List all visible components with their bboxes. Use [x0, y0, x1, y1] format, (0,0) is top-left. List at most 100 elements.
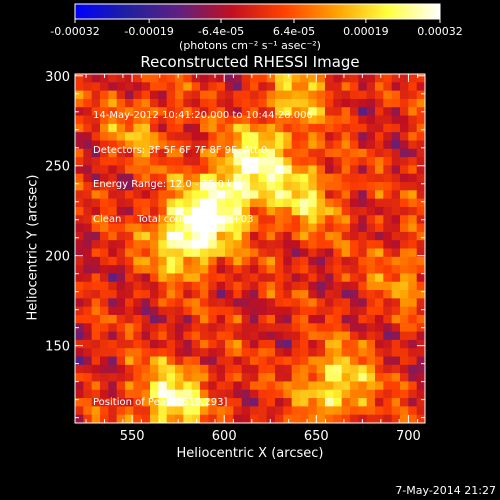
heatmap-cell — [283, 306, 293, 316]
heatmap-cell — [316, 115, 326, 125]
heatmap-cell — [166, 90, 176, 100]
heatmap-cell — [141, 381, 151, 391]
heatmap-cell — [150, 389, 159, 399]
heatmap-cell — [175, 223, 184, 233]
heatmap-cell — [75, 273, 84, 283]
heatmap-cell — [333, 248, 343, 258]
heatmap-cell — [325, 323, 334, 332]
heatmap-cell — [258, 339, 268, 349]
heatmap-cell — [408, 348, 418, 357]
heatmap-cell — [358, 190, 368, 200]
heatmap-cell — [158, 132, 168, 141]
heatmap-cell — [183, 132, 193, 141]
heatmap-cell — [258, 231, 268, 241]
heatmap-cell — [275, 74, 284, 83]
heatmap-cell — [100, 306, 109, 316]
heatmap-cell — [158, 173, 168, 183]
heatmap-cell — [416, 314, 426, 324]
heatmap-cell — [208, 98, 218, 108]
heatmap-cell — [291, 290, 301, 299]
heatmap-cell — [250, 190, 259, 200]
heatmap-cell — [166, 248, 176, 258]
heatmap-cell — [375, 90, 384, 100]
heatmap-cell — [150, 157, 159, 166]
heatmap-cell — [83, 198, 93, 208]
heatmap-cell — [225, 157, 234, 166]
heatmap-cell — [416, 281, 426, 291]
heatmap-cell — [233, 148, 243, 158]
heatmap-cell — [350, 82, 359, 92]
heatmap-cell — [391, 290, 401, 299]
heatmap-cell — [258, 256, 268, 266]
heatmap-cell — [125, 273, 134, 283]
heatmap-cell — [200, 298, 209, 308]
heatmap-cell — [300, 414, 309, 424]
heatmap-cell — [175, 265, 184, 274]
heatmap-cell — [416, 348, 426, 357]
heatmap-cell — [325, 132, 334, 141]
heatmap-cell — [83, 140, 93, 150]
heatmap-cell — [341, 265, 351, 274]
heatmap-cell — [108, 74, 118, 83]
heatmap-cell — [108, 290, 118, 299]
heatmap-cell — [341, 123, 351, 133]
heatmap-cell — [108, 381, 118, 391]
heatmap-cell — [258, 348, 268, 357]
heatmap-cell — [300, 173, 309, 183]
heatmap-cell — [316, 107, 326, 116]
heatmap-cell — [91, 215, 101, 224]
heatmap-cell — [333, 173, 343, 183]
heatmap-cell — [91, 364, 101, 374]
heatmap-cell — [83, 223, 93, 233]
heatmap-cell — [191, 389, 201, 399]
heatmap-cell — [275, 148, 284, 158]
x-axis-label: Heliocentric X (arcsec) — [176, 446, 324, 461]
heatmap-cell — [183, 298, 193, 308]
heatmap-cell — [91, 182, 101, 191]
heatmap-cell — [341, 331, 351, 341]
heatmap-cell — [191, 123, 201, 133]
heatmap-cell — [150, 273, 159, 283]
heatmap-cell — [183, 248, 193, 258]
heatmap-cell — [183, 364, 193, 374]
heatmap-cell — [191, 414, 201, 424]
heatmap-cell — [200, 356, 209, 366]
heatmap-cell — [283, 331, 293, 341]
heatmap-cell — [366, 74, 376, 83]
heatmap-cell — [175, 248, 184, 258]
heatmap-cell — [83, 123, 93, 133]
heatmap-cell — [183, 148, 193, 158]
heatmap-cell — [183, 215, 193, 224]
heatmap-cell — [83, 115, 93, 125]
heatmap-cell — [225, 265, 234, 274]
heatmap-cell — [175, 206, 184, 216]
heatmap-cell — [91, 74, 101, 83]
heatmap-cell — [166, 98, 176, 108]
heatmap-cell — [266, 373, 276, 382]
heatmap-cell — [216, 132, 226, 141]
heatmap-cell — [208, 290, 218, 299]
heatmap-cell — [400, 74, 409, 83]
heatmap-cell — [125, 90, 134, 100]
heatmap-cell — [408, 140, 418, 150]
heatmap-cell — [416, 414, 426, 424]
heatmap-cell — [283, 265, 293, 274]
heatmap-cell — [316, 381, 326, 391]
heatmap-cell — [208, 348, 218, 357]
heatmap-cell — [100, 240, 109, 249]
heatmap-cell — [350, 339, 359, 349]
heatmap-cell — [266, 273, 276, 283]
heatmap-cell — [275, 223, 284, 233]
heatmap-cell — [108, 90, 118, 100]
heatmap-cell — [141, 265, 151, 274]
heatmap-cell — [208, 132, 218, 141]
heatmap-cell — [258, 265, 268, 274]
heatmap-cell — [350, 206, 359, 216]
heatmap-cell — [91, 132, 101, 141]
heatmap-cell — [250, 82, 259, 92]
heatmap-cell — [133, 157, 143, 166]
heatmap-cell — [116, 414, 126, 424]
heatmap-cell — [91, 82, 101, 92]
heatmap-cell — [275, 298, 284, 308]
heatmap-cell — [391, 173, 401, 183]
